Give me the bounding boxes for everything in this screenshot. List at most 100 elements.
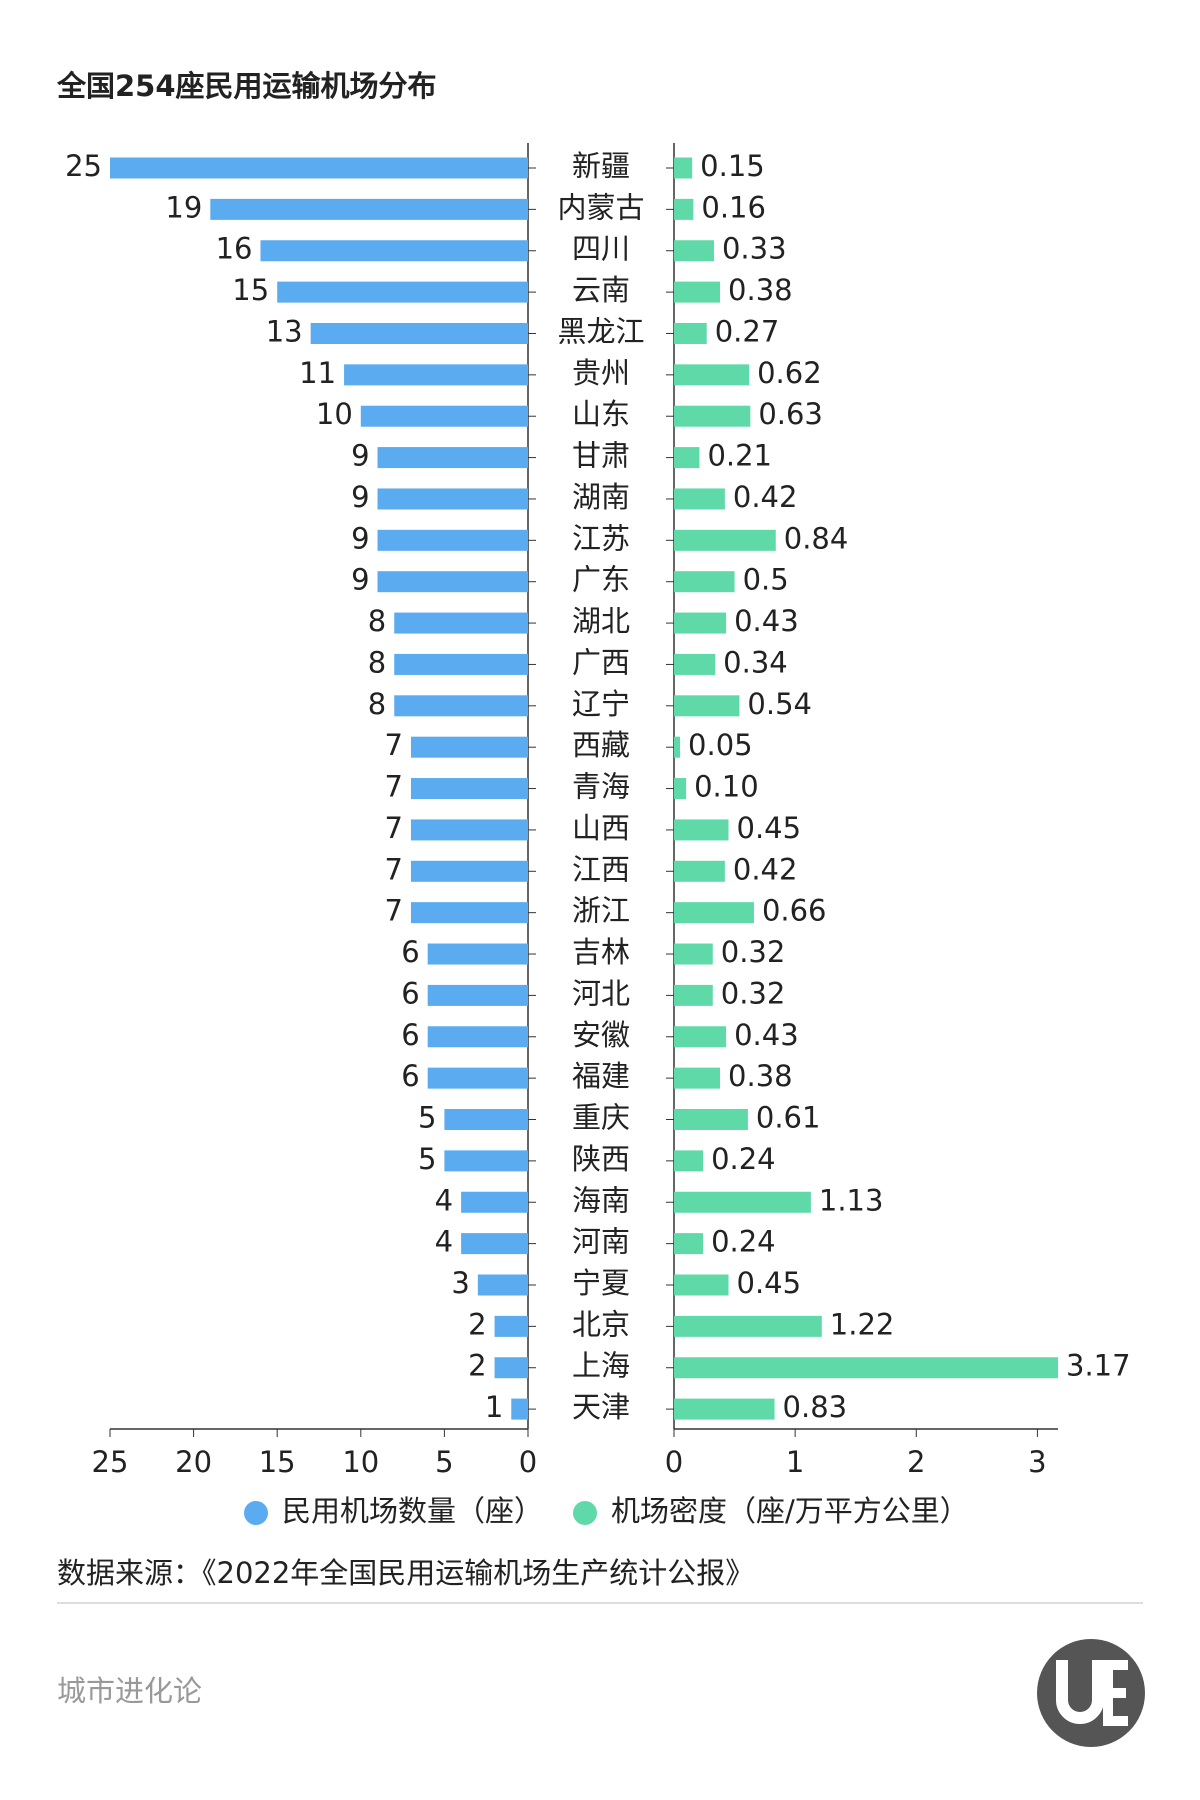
value-label: 0.24 — [711, 1225, 776, 1259]
bar — [344, 364, 528, 386]
bar — [674, 364, 750, 386]
value-label: 0.63 — [758, 397, 823, 431]
value-label: 0.62 — [757, 356, 822, 390]
title: 全国254座民用运输机场分布 — [56, 69, 437, 103]
category-label: 云南 — [572, 273, 630, 307]
value-label: 0.15 — [700, 149, 765, 183]
bar — [310, 322, 528, 344]
category-label: 内蒙古 — [557, 190, 644, 224]
bar — [410, 778, 528, 800]
value-label: 0.5 — [743, 563, 789, 597]
value-label: 0.45 — [737, 811, 802, 845]
category-label: 浙江 — [572, 894, 630, 928]
source: 数据来源：《2022年全国民用运输机场生产统计公报》 — [57, 1556, 754, 1590]
category-label: 四川 — [572, 232, 630, 266]
category-label: 西藏 — [572, 728, 630, 762]
value-label: 1 — [485, 1390, 503, 1424]
category-label: 安徽 — [572, 1018, 630, 1052]
x-tick-label: 5 — [435, 1445, 453, 1479]
value-label: 9 — [351, 480, 369, 514]
category-label: 广东 — [572, 563, 630, 597]
bar — [674, 1150, 704, 1172]
value-label: 0.45 — [737, 1266, 802, 1300]
category-label: 河南 — [572, 1225, 630, 1259]
bar — [394, 653, 528, 675]
category-label: 湖北 — [572, 604, 630, 638]
bar — [674, 198, 694, 220]
value-label: 8 — [368, 687, 386, 721]
value-label: 0.38 — [728, 273, 793, 307]
value-label: 7 — [385, 728, 403, 762]
bar — [427, 943, 528, 965]
value-label: 7 — [385, 811, 403, 845]
bar — [511, 1398, 528, 1420]
bar — [674, 1274, 729, 1296]
bar — [674, 1357, 1058, 1379]
bar — [377, 447, 528, 469]
category-label: 甘肃 — [572, 439, 630, 473]
bar — [674, 157, 693, 179]
value-label: 10 — [316, 397, 353, 431]
bar — [674, 1067, 721, 1089]
value-label: 0.24 — [711, 1142, 776, 1176]
value-label: 0.10 — [694, 770, 759, 804]
bar — [410, 819, 528, 841]
bar — [674, 695, 740, 717]
category-label: 山西 — [572, 811, 630, 845]
value-label: 25 — [65, 149, 102, 183]
value-label: 6 — [401, 1018, 419, 1052]
value-label: 0.42 — [733, 852, 798, 886]
bar — [360, 405, 528, 427]
category-label: 北京 — [572, 1307, 630, 1341]
bar — [427, 1026, 528, 1048]
x-tick-label: 3 — [1028, 1445, 1046, 1479]
value-label: 0.32 — [721, 935, 786, 969]
logo — [1037, 1639, 1145, 1747]
value-label: 4 — [435, 1183, 453, 1217]
value-label: 0.32 — [721, 976, 786, 1010]
bar — [674, 529, 776, 551]
bar — [377, 488, 528, 510]
category-label: 天津 — [572, 1390, 630, 1424]
value-label: 1.13 — [819, 1183, 884, 1217]
value-label: 9 — [351, 521, 369, 555]
bar — [674, 447, 700, 469]
value-label: 7 — [385, 894, 403, 928]
value-label: 0.05 — [688, 728, 753, 762]
bar — [444, 1150, 528, 1172]
bar — [260, 240, 528, 262]
value-label: 9 — [351, 563, 369, 597]
x-tick-label: 1 — [786, 1445, 804, 1479]
bar — [674, 1315, 822, 1337]
value-label: 0.42 — [733, 480, 798, 514]
bar — [477, 1274, 528, 1296]
value-label: 0.33 — [722, 232, 787, 266]
category-label: 辽宁 — [572, 687, 630, 721]
value-label: 0.84 — [784, 521, 849, 555]
value-label: 9 — [351, 439, 369, 473]
bar — [674, 902, 754, 924]
bar — [377, 571, 528, 593]
value-label: 8 — [368, 604, 386, 638]
value-label: 0.43 — [734, 1018, 799, 1052]
category-label: 福建 — [572, 1059, 630, 1093]
category-label: 重庆 — [572, 1101, 630, 1135]
bar — [410, 902, 528, 924]
value-label: 0.54 — [747, 687, 812, 721]
bar — [674, 405, 751, 427]
bar — [461, 1191, 528, 1213]
bar — [461, 1233, 528, 1255]
value-label: 0.27 — [715, 314, 780, 348]
brand: 城市进化论 — [57, 1674, 202, 1708]
bar — [110, 157, 528, 179]
x-tick-label: 0 — [519, 1445, 537, 1479]
bar — [674, 1026, 727, 1048]
bar — [427, 1067, 528, 1089]
bar — [674, 1233, 704, 1255]
bar — [674, 488, 725, 510]
bar — [674, 322, 707, 344]
value-label: 0.83 — [783, 1390, 848, 1424]
category-label: 青海 — [572, 770, 630, 804]
bar — [674, 653, 716, 675]
